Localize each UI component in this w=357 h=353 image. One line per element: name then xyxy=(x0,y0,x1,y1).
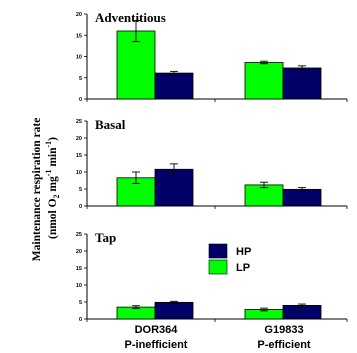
legend-label-hp: HP xyxy=(236,246,251,258)
y-axis-label-line2: (nmol O2 mg-1 min-1) xyxy=(44,137,61,239)
y-tick-label: 20 xyxy=(76,249,82,255)
bar-hp-2 xyxy=(282,67,322,100)
panel-tap: 0 5 10 15 20 25 Tap xyxy=(76,230,348,323)
chart-panels: 0 5 10 15 20 Adventitious 0 5 10 15 20 25 Basal 0 5 10 1… xyxy=(76,10,348,323)
category-sublabel-1: P-inefficient xyxy=(125,339,188,351)
category-label-2: G19833 xyxy=(264,324,303,336)
y-tick-label: 15 xyxy=(76,33,82,39)
bar-hp-2 xyxy=(282,188,322,207)
y-tick-label: 5 xyxy=(79,300,82,306)
bar-hp-1 xyxy=(154,72,194,100)
panel-title: Basal xyxy=(95,117,126,132)
y-tick-label: 5 xyxy=(79,187,82,193)
y-tick-label: 15 xyxy=(76,153,82,159)
y-tick-label: 20 xyxy=(76,12,82,18)
y-tick-label: 0 xyxy=(79,204,82,210)
panel-basal: 0 5 10 15 20 25 Basal xyxy=(76,117,348,210)
y-tick-label: 10 xyxy=(76,283,82,289)
panel-title: Adventitious xyxy=(95,10,166,25)
y-tick-label: 5 xyxy=(79,76,82,82)
panel-title: Tap xyxy=(95,230,116,245)
legend: HP LP xyxy=(208,243,251,275)
y-tick-label: 20 xyxy=(76,136,82,142)
legend-swatch-lp xyxy=(208,259,228,275)
y-axis-label-line1: Maintenance respiration rate xyxy=(31,118,43,262)
bar-hp-1 xyxy=(154,168,194,207)
bar-hp-1 xyxy=(154,301,194,320)
y-tick-label: 0 xyxy=(79,97,82,103)
category-labels: DOR364 P-inefficient G19833 P-efficient xyxy=(125,324,311,351)
panel-adventitious: 0 5 10 15 20 Adventitious xyxy=(76,10,348,103)
y-tick-label: 15 xyxy=(76,266,82,272)
y-tick-label: 10 xyxy=(76,170,82,176)
y-tick-label: 25 xyxy=(76,119,82,125)
y-tick-label: 0 xyxy=(79,317,82,323)
y-axis-label: Maintenance respiration rate (nmol O2 mg… xyxy=(31,115,61,261)
category-label-1: DOR364 xyxy=(135,324,179,336)
y-tick-label: 25 xyxy=(76,232,82,238)
bar-hp-2 xyxy=(282,304,322,320)
category-sublabel-2: P-efficient xyxy=(257,339,311,351)
legend-swatch-hp xyxy=(208,243,228,259)
y-tick-label: 10 xyxy=(76,55,82,61)
bar-lp-2 xyxy=(244,62,284,100)
legend-label-lp: LP xyxy=(236,262,250,274)
